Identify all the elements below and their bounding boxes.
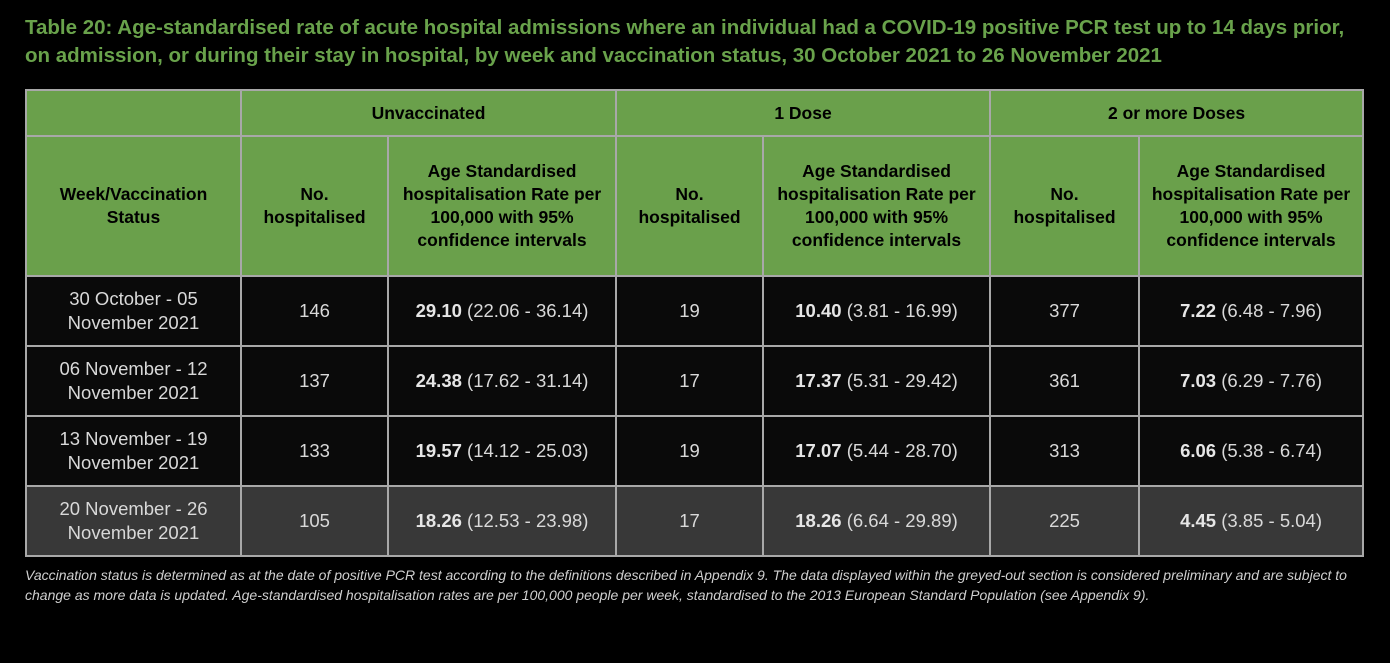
unvaccinated-rate-cell: 24.38 (17.62 - 31.14) [386,345,618,418]
table-row-week4-preliminary: 20 November - 26 November 2021 105 18.26… [25,485,1365,558]
group-header-unvaccinated: Unvaccinated [239,89,618,138]
rate-ci: (12.53 - 23.98) [467,510,589,532]
unvaccinated-count-cell: 146 [240,275,389,348]
rate-ci: (14.12 - 25.03) [467,440,589,462]
one-dose-count-cell: 19 [615,275,765,348]
footnote: Vaccination status is determined as at t… [25,567,1347,604]
table-row-week1: 30 October - 05 November 2021 146 29.10 … [25,275,1365,348]
rate-ci: (17.62 - 31.14) [467,370,589,392]
unvaccinated-count-cell: 105 [240,485,389,558]
one-dose-rate-cell: 17.07 (5.44 - 28.70) [762,415,992,488]
one-dose-no-hospitalised-header: No. hospitalised [615,135,765,278]
rate-ci: (3.85 - 5.04) [1221,510,1322,532]
unvaccinated-rate-cell: 29.10 (22.06 - 36.14) [386,275,618,348]
one-dose-count-cell: 19 [615,415,765,488]
one-dose-count-cell: 17 [615,345,765,418]
rate-ci: (5.38 - 6.74) [1221,440,1322,462]
one-dose-rate-cell: 18.26 (6.64 - 29.89) [762,485,992,558]
rate-value: 29.10 [415,300,462,322]
week-cell: 30 October - 05 November 2021 [25,275,242,348]
one-dose-rate-cell: 17.37 (5.31 - 29.42) [762,345,992,418]
rate-value: 4.45 [1180,510,1217,532]
hospital-admissions-table: Unvaccinated 1 Dose 2 or more Doses Week… [25,89,1365,558]
unvaccinated-rate-header: Age Standardised hospitalisation Rate pe… [386,135,618,278]
two-plus-count-cell: 377 [989,275,1141,348]
two-plus-no-hospitalised-header: No. hospitalised [989,135,1141,278]
two-plus-count-cell: 361 [989,345,1141,418]
rate-value: 10.40 [795,300,842,322]
one-dose-rate-cell: 10.40 (3.81 - 16.99) [762,275,992,348]
rate-value: 18.26 [795,510,842,532]
content-area: Table 20: Age-standardised rate of acute… [25,16,1365,604]
rate-ci: (6.64 - 29.89) [846,510,958,532]
rate-value: 19.57 [415,440,462,462]
rate-value: 24.38 [415,370,462,392]
rate-ci: (5.44 - 28.70) [846,440,958,462]
group-header-one-dose: 1 Dose [615,89,992,138]
rate-value: 18.26 [415,510,462,532]
rate-value: 17.37 [795,370,842,392]
one-dose-count-cell: 17 [615,485,765,558]
rate-value: 6.06 [1180,440,1217,462]
rate-value: 17.07 [795,440,842,462]
rate-ci: (5.31 - 29.42) [846,370,958,392]
unvaccinated-count-cell: 137 [240,345,389,418]
week-cell: 13 November - 19 November 2021 [25,415,242,488]
rate-ci: (3.81 - 16.99) [846,300,958,322]
group-header-two-plus-doses: 2 or more Doses [989,89,1365,138]
group-header-row: Unvaccinated 1 Dose 2 or more Doses [25,89,1365,138]
two-plus-rate-cell: 6.06 (5.38 - 6.74) [1138,415,1365,488]
unvaccinated-rate-cell: 19.57 (14.12 - 25.03) [386,415,618,488]
one-dose-rate-header: Age Standardised hospitalisation Rate pe… [762,135,992,278]
unvaccinated-rate-cell: 18.26 (12.53 - 23.98) [386,485,618,558]
table-row-week3: 13 November - 19 November 2021 133 19.57… [25,415,1365,488]
week-cell: 20 November - 26 November 2021 [25,485,242,558]
two-plus-rate-cell: 7.03 (6.29 - 7.76) [1138,345,1365,418]
sub-header-row: Week/Vaccination Status No. hospitalised… [25,135,1365,278]
table-body: 30 October - 05 November 2021 146 29.10 … [25,275,1365,558]
unvaccinated-no-hospitalised-header: No. hospitalised [240,135,389,278]
rate-ci: (6.48 - 7.96) [1221,300,1322,322]
table-header: Unvaccinated 1 Dose 2 or more Doses Week… [25,89,1365,278]
two-plus-rate-cell: 4.45 (3.85 - 5.04) [1138,485,1365,558]
two-plus-count-cell: 225 [989,485,1141,558]
week-cell: 06 November - 12 November 2021 [25,345,242,418]
rate-value: 7.03 [1180,370,1217,392]
two-plus-rate-cell: 7.22 (6.48 - 7.96) [1138,275,1365,348]
rate-value: 7.22 [1180,300,1217,322]
corner-cell [25,89,242,138]
unvaccinated-count-cell: 133 [240,415,389,488]
rate-ci: (6.29 - 7.76) [1221,370,1322,392]
two-plus-count-cell: 313 [989,415,1141,488]
table-title: Table 20: Age-standardised rate of acute… [25,16,1345,68]
rate-ci: (22.06 - 36.14) [467,300,589,322]
table-row-week2: 06 November - 12 November 2021 137 24.38… [25,345,1365,418]
two-plus-rate-header: Age Standardised hospitalisation Rate pe… [1138,135,1365,278]
week-vaccination-status-header: Week/Vaccination Status [25,135,242,278]
